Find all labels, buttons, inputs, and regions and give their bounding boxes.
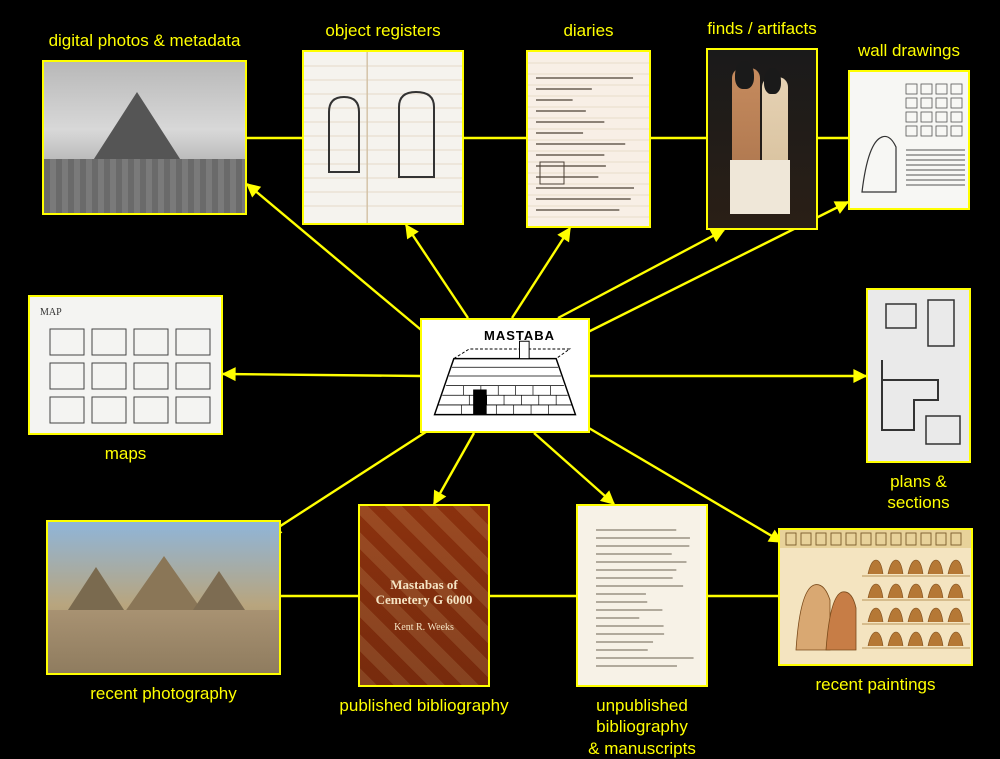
node-finds-artifacts [706, 48, 818, 230]
label-finds-artifacts: finds / artifacts [672, 18, 852, 39]
label-diaries: diaries [499, 20, 679, 41]
center-node-mastaba: MASTABA [420, 318, 590, 433]
node-unpublished-bibliography [576, 504, 708, 687]
label-wall-drawings: wall drawings [819, 40, 999, 61]
label-maps: maps [28, 443, 223, 464]
edge-published-bibliography [434, 433, 474, 504]
node-wall-drawings [848, 70, 970, 210]
node-maps: MAP [28, 295, 223, 435]
label-published-bibliography: published bibliography [334, 695, 514, 716]
svg-text:MAP: MAP [40, 307, 62, 318]
node-object-registers [302, 50, 464, 225]
edge-object-registers [406, 225, 468, 318]
edge-unpublished-bibliography [534, 433, 614, 504]
edge-finds-artifacts [558, 230, 724, 318]
node-diaries [526, 50, 651, 228]
label-recent-photography: recent photography [46, 683, 281, 704]
node-published-bibliography: Mastabas ofCemetery G 6000Kent R. Weeks [358, 504, 490, 687]
node-recent-photography [46, 520, 281, 675]
center-label: MASTABA [484, 328, 555, 343]
label-plans-sections: plans & sections [829, 471, 1000, 514]
edge-maps [223, 374, 420, 376]
label-object-registers: object registers [293, 20, 473, 41]
node-plans-sections [866, 288, 971, 463]
label-digital-photos: digital photos & metadata [42, 30, 247, 51]
node-digital-photos [42, 60, 247, 215]
edge-diaries [512, 228, 570, 318]
node-recent-paintings [778, 528, 973, 666]
label-unpublished-bibliography: unpublished bibliography & manuscripts [552, 695, 732, 759]
label-recent-paintings: recent paintings [778, 674, 973, 695]
